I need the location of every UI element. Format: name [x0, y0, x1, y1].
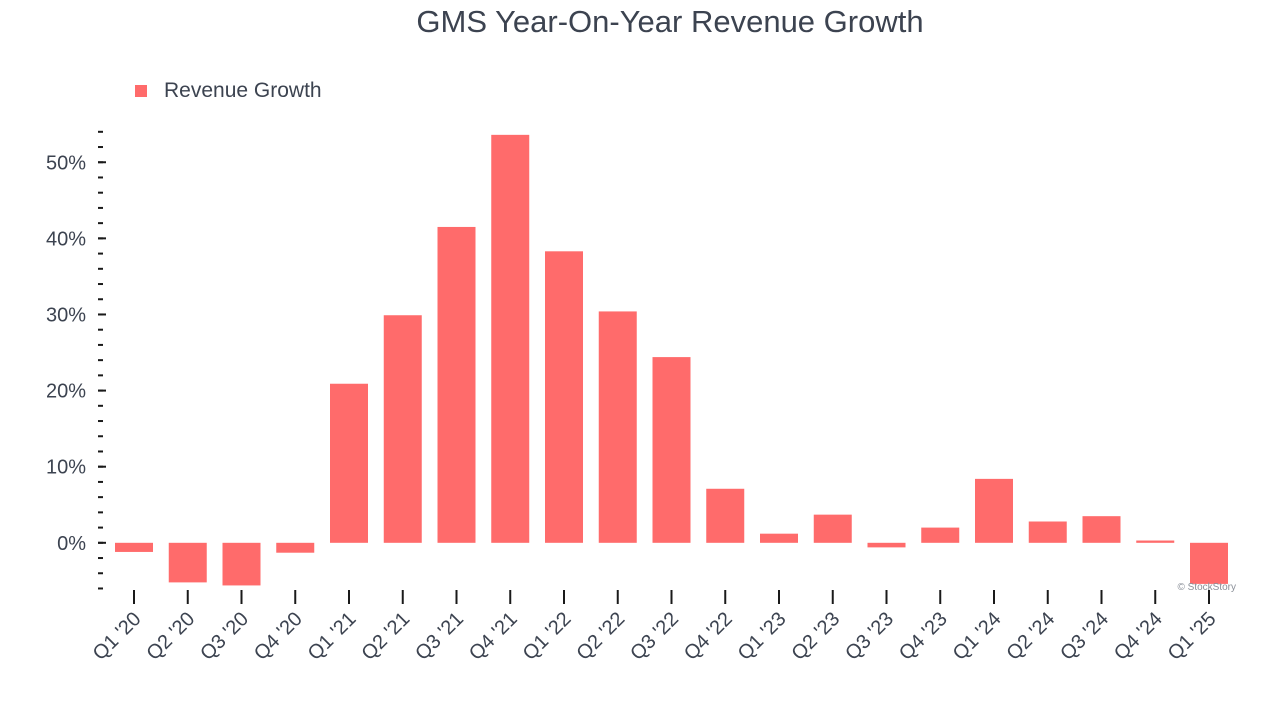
bar [921, 527, 960, 543]
bar [867, 542, 906, 548]
bar [706, 488, 745, 543]
y-tick-label: 40% [46, 228, 86, 250]
bar [760, 533, 798, 543]
bar [222, 542, 261, 586]
legend-label: Revenue Growth [164, 79, 322, 102]
bar [1082, 516, 1121, 543]
bar [652, 357, 691, 543]
legend-swatch [135, 85, 147, 97]
y-axis: 0% 10% 20% 30% 40% 50% [46, 130, 106, 590]
x-tick-label: Q1 '20 [89, 608, 146, 665]
bar [276, 542, 315, 553]
y-tick-label: 0% [57, 533, 86, 555]
x-tick-label: Q4 '20 [250, 608, 307, 665]
bar [598, 311, 637, 543]
bar [168, 542, 207, 583]
y-tick-label: 50% [46, 152, 86, 174]
x-tick-label: Q1 '22 [519, 608, 576, 665]
x-tick-label: Q4 '24 [1110, 608, 1167, 665]
bar [975, 478, 1013, 543]
bar [383, 315, 422, 543]
bar [115, 542, 153, 552]
y-tick-label: 30% [46, 304, 86, 326]
x-tick-label: Q3 '21 [411, 608, 468, 665]
bars [115, 134, 1228, 586]
x-tick-label: Q3 '22 [626, 608, 683, 665]
bar [1136, 540, 1175, 543]
y-tick-label: 20% [46, 381, 86, 403]
x-tick-label: Q3 '24 [1056, 608, 1113, 665]
x-tick-label: Q2 '23 [787, 608, 844, 665]
bar [437, 226, 476, 543]
legend: Revenue Growth [135, 79, 322, 103]
bar [491, 134, 530, 543]
x-tick-label: Q2 '24 [1002, 608, 1059, 665]
x-tick-label: Q2 '22 [572, 608, 629, 665]
y-tick-label: 10% [46, 457, 86, 479]
x-tick-label: Q1 '23 [734, 608, 791, 665]
chart-title: GMS Year-On-Year Revenue Growth [416, 4, 924, 39]
x-tick-label: Q3 '20 [196, 608, 253, 665]
x-tick-label: Q1 '24 [949, 608, 1006, 665]
x-tick-label: Q4 '22 [680, 608, 737, 665]
x-tick-label: Q4 '23 [895, 608, 952, 665]
x-tick-label: Q3 '23 [841, 608, 898, 665]
bar [330, 383, 368, 543]
x-tick-label: Q1 '25 [1164, 608, 1221, 665]
bar [1190, 542, 1228, 584]
bar [545, 251, 583, 543]
watermark: © StockStory [1178, 582, 1237, 593]
x-tick-label: Q2 '21 [357, 608, 414, 665]
bar [813, 514, 852, 543]
bar [1028, 521, 1067, 543]
x-tick-label: Q4 '21 [465, 608, 522, 665]
x-tick-label: Q1 '21 [304, 608, 361, 665]
x-tick-label: Q2 '20 [142, 608, 199, 665]
